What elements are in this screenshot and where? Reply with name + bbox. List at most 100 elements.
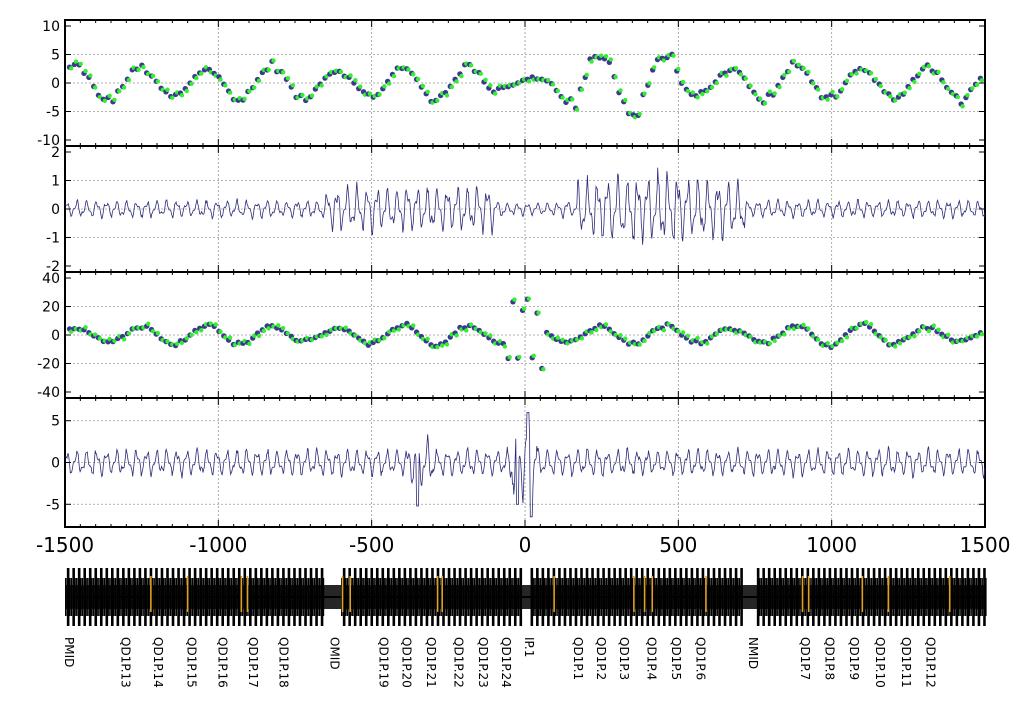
- lattice-label: QD1P.13: [119, 637, 133, 688]
- point-series-b: [290, 83, 295, 88]
- lattice-label: QD1P.3: [617, 637, 631, 680]
- point-series-b: [724, 73, 729, 78]
- point-series-b: [165, 339, 170, 344]
- y-tick-label: 0: [51, 456, 60, 472]
- point-series-b: [864, 319, 869, 325]
- point-series-b: [439, 343, 445, 348]
- lattice-label: QD1P.21: [424, 637, 438, 688]
- point-series-b: [184, 88, 189, 94]
- y-tick-label: 0: [51, 202, 60, 218]
- point-series-b: [256, 78, 262, 83]
- lattice-label: QD1P.17: [246, 637, 260, 688]
- point-series-b: [435, 98, 440, 103]
- point-series-b: [801, 322, 806, 328]
- point-series-b: [700, 91, 705, 97]
- x-tick-label: 1500: [960, 533, 1011, 557]
- point-series-b: [579, 87, 585, 92]
- point-series-b: [892, 344, 898, 349]
- point-series-b: [415, 76, 421, 82]
- point-series-b: [300, 92, 305, 98]
- point-series-b: [854, 326, 859, 331]
- y-tick-label: -1: [46, 231, 60, 247]
- point-series-b: [931, 323, 936, 328]
- point-series-b: [936, 327, 941, 332]
- point-series-b: [642, 338, 647, 343]
- point-series-b: [83, 325, 88, 330]
- point-series-b: [598, 53, 604, 58]
- point-series-b: [126, 331, 132, 336]
- panel-bottom-wave: 5 0 -5: [46, 397, 986, 528]
- point-series-b: [218, 77, 223, 82]
- lattice-label: QD1P.24: [499, 637, 513, 688]
- y-tick-label: 40: [42, 271, 60, 287]
- point-series-b: [391, 73, 397, 79]
- point-series-b: [806, 326, 811, 331]
- point-series-b: [68, 329, 74, 334]
- point-series-b: [189, 332, 194, 338]
- point-series-b: [136, 67, 141, 72]
- point-series-b: [772, 338, 777, 344]
- point-series-b: [150, 329, 156, 334]
- point-series-b: [979, 332, 985, 337]
- point-series-b: [271, 58, 276, 63]
- y-tick-label: -5: [46, 105, 60, 121]
- point-series-b: [748, 83, 753, 89]
- point-series-b: [782, 332, 787, 337]
- point-series-b: [488, 83, 493, 88]
- point-series-b: [107, 93, 112, 98]
- point-series-b: [227, 90, 233, 95]
- point-series-b: [92, 85, 98, 90]
- lattice-label: QD1P.7: [798, 637, 812, 680]
- point-series-b: [353, 333, 358, 338]
- point-series-b: [680, 79, 686, 85]
- point-series-b: [435, 344, 440, 350]
- point-series-b: [878, 335, 883, 340]
- point-series-b: [247, 341, 252, 347]
- point-series-b: [873, 76, 879, 82]
- lattice-body: [65, 585, 985, 609]
- lattice-label: NMID: [746, 637, 760, 669]
- point-series-b: [194, 330, 199, 335]
- point-series-b: [594, 327, 599, 333]
- point-series-b: [517, 354, 522, 360]
- lattice-label: OMID: [327, 637, 341, 670]
- point-series-b: [396, 327, 401, 332]
- point-series-b: [979, 78, 985, 83]
- point-series-b: [227, 335, 233, 340]
- point-series-b: [242, 96, 247, 102]
- point-series-b: [705, 89, 710, 94]
- point-series-b: [777, 85, 782, 90]
- panel-third-dots: 40 20 0 -20 -40: [37, 271, 986, 401]
- point-series-b: [478, 71, 483, 76]
- point-series-b: [170, 95, 175, 100]
- point-series-b: [974, 334, 980, 339]
- series-line: [64, 412, 986, 518]
- panel-second-wave: 2 1 0 -1 -2: [46, 145, 986, 275]
- point-series-b: [676, 66, 681, 72]
- point-series-b: [926, 64, 932, 69]
- lattice-label: PMID: [62, 637, 76, 667]
- point-series-b: [386, 81, 392, 86]
- point-series-b: [194, 75, 199, 81]
- point-series-b: [468, 63, 474, 68]
- point-series-b: [213, 322, 218, 327]
- x-tick-label: -500: [349, 533, 394, 557]
- point-series-b: [454, 79, 459, 84]
- panel-top-dots: 10 5 0 -5 -10: [37, 19, 986, 149]
- point-series-b: [261, 328, 267, 334]
- lattice-label: QD1P.20: [399, 637, 413, 688]
- point-series-b: [676, 328, 681, 334]
- lattice-strip: PMID QD1P.13 QD1P.14 QD1P.15 QD1P.16 QD1P.17 Q…: [62, 568, 987, 688]
- point-series-b: [155, 79, 161, 84]
- y-tick-label: 5: [51, 414, 60, 430]
- y-tick-label: 0: [51, 328, 60, 344]
- point-series-b: [623, 97, 628, 103]
- point-series-b: [382, 335, 387, 341]
- point-series-b: [868, 321, 874, 327]
- point-series-b: [68, 66, 74, 71]
- point-series-b: [758, 96, 763, 101]
- point-series-b: [507, 355, 512, 360]
- point-series-b: [266, 67, 271, 73]
- point-series-b: [974, 82, 980, 88]
